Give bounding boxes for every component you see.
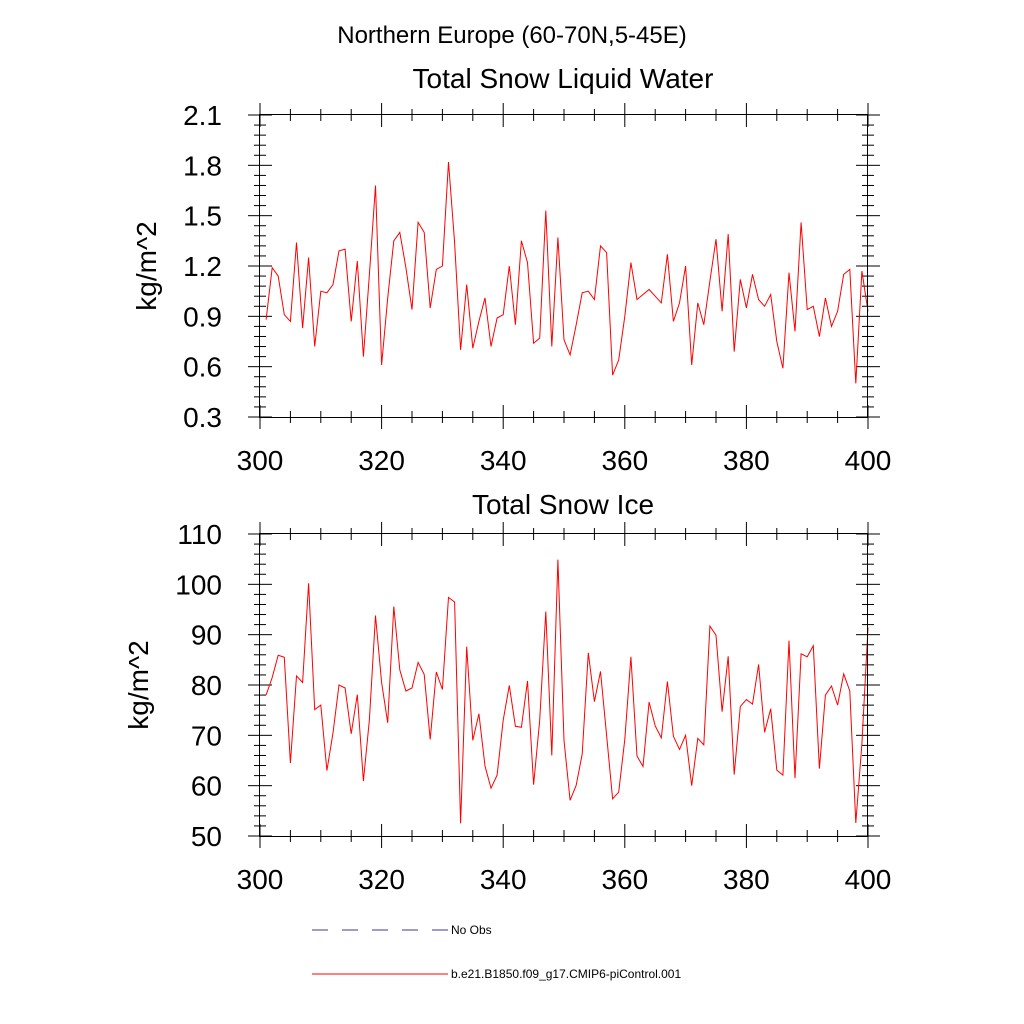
x-tick-label: 380 xyxy=(723,445,770,476)
x-tick-label: 300 xyxy=(237,445,284,476)
y-tick-label: 110 xyxy=(177,519,222,550)
y-tick-label: 50 xyxy=(191,821,222,852)
x-tick-label: 300 xyxy=(237,864,284,895)
y-tick-label: 100 xyxy=(175,569,222,600)
y-tick-label: 60 xyxy=(191,771,222,802)
y-tick-label: 80 xyxy=(191,670,222,701)
legend-no-obs-label: No Obs xyxy=(451,923,492,937)
x-tick-label: 320 xyxy=(358,864,405,895)
axis-tick-labels: 300 320 340 360 380 400 0.3 0.6 0.9 1.2 1.5 1.8 2.1 xyxy=(183,100,891,476)
y-axis-label: kg/m^2 xyxy=(123,640,154,729)
chart-title: Total Snow Ice xyxy=(472,489,654,520)
y-tick-label: 0.3 xyxy=(183,402,222,433)
chart-title: Total Snow Liquid Water xyxy=(413,63,714,94)
x-tick-label: 400 xyxy=(845,445,892,476)
y-tick-label: 0.9 xyxy=(183,301,222,332)
region-title: Northern Europe (60-70N,5-45E) xyxy=(337,22,687,49)
axis-ticks xyxy=(248,522,880,848)
legend: No Obs b.e21.B1850.f09_g17.CMIP6-piContr… xyxy=(312,923,681,981)
x-tick-label: 400 xyxy=(845,864,892,895)
y-tick-label: 2.1 xyxy=(183,100,222,131)
x-tick-label: 360 xyxy=(601,445,648,476)
x-tick-label: 340 xyxy=(480,864,527,895)
series-line xyxy=(265,161,869,384)
y-tick-label: 1.8 xyxy=(183,150,222,181)
plot-frame xyxy=(259,533,868,837)
plot-frame xyxy=(259,114,868,418)
y-tick-label: 1.2 xyxy=(183,251,222,282)
y-tick-label: 90 xyxy=(191,620,222,651)
y-tick-label: 70 xyxy=(191,720,222,751)
data-series xyxy=(265,161,869,384)
x-tick-label: 320 xyxy=(358,445,405,476)
y-tick-label: 0.6 xyxy=(183,352,222,383)
legend-model-label: b.e21.B1850.f09_g17.CMIP6-piControl.001 xyxy=(451,967,681,981)
y-tick-label: 1.5 xyxy=(183,201,222,232)
panel-snow-liquid-water: Total Snow Liquid Water kg/m^2 300 320 340… xyxy=(131,63,891,476)
x-tick-label: 380 xyxy=(723,864,770,895)
panel-snow-ice: Total Snow Ice kg/m^2 300 320 340 360 380 400… xyxy=(123,489,891,895)
axis-tick-labels: 300 320 340 360 380 400 50 60 70 80 90 100 110 xyxy=(175,519,891,895)
series-line xyxy=(265,559,869,824)
x-tick-label: 360 xyxy=(601,864,648,895)
data-series xyxy=(265,559,869,824)
y-axis-label: kg/m^2 xyxy=(131,221,162,310)
x-tick-label: 340 xyxy=(480,445,527,476)
axis-ticks xyxy=(248,103,880,429)
